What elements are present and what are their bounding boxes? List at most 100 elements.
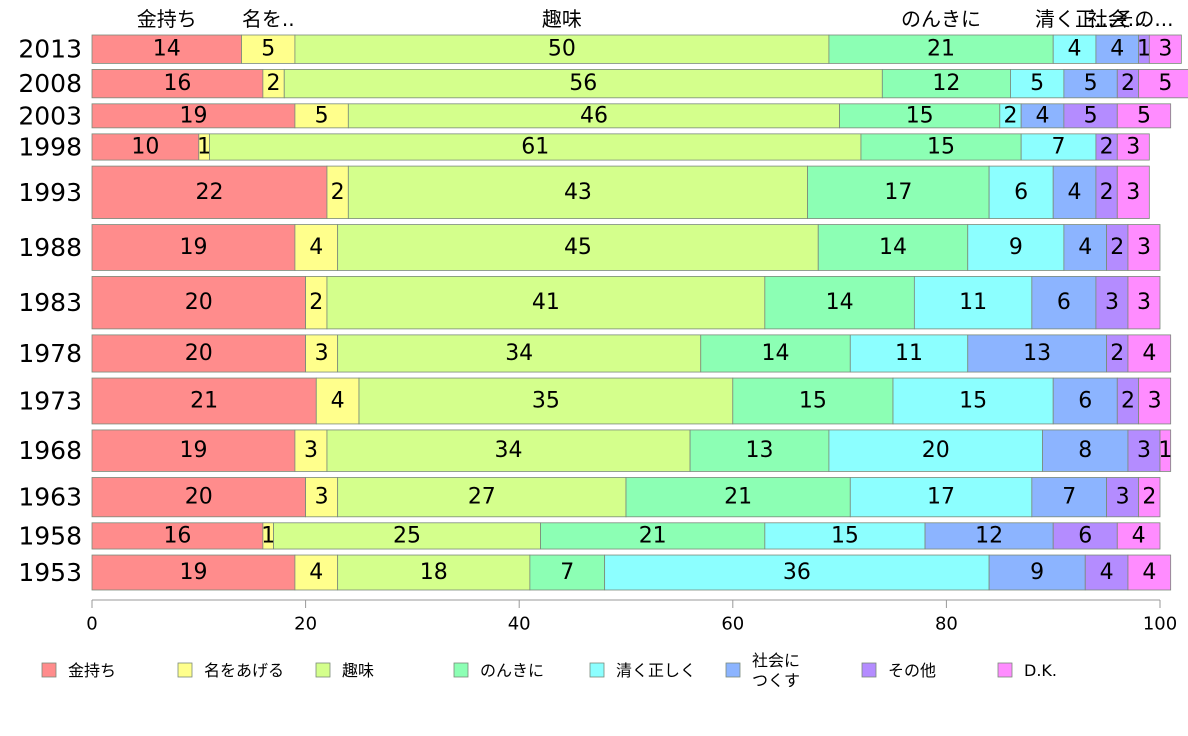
data-label: 14 xyxy=(826,290,854,315)
data-label: 15 xyxy=(831,523,859,548)
bar-segment-1958-社会につくす xyxy=(924,522,1054,550)
year-label: 1953 xyxy=(18,558,82,587)
bar-segment-1973-社会につくす xyxy=(1052,377,1118,425)
year-label: 2013 xyxy=(18,35,82,64)
top-category-label: のんきに xyxy=(901,7,981,31)
bar-segment-1963-趣味 xyxy=(337,477,627,518)
year-label: 1963 xyxy=(18,483,82,512)
x-tick-label: 100 xyxy=(1143,614,1177,635)
data-label: 21 xyxy=(724,485,752,510)
bar-segment-1968-名をあげる xyxy=(294,429,328,472)
bar-segment-1993-趣味 xyxy=(347,165,808,219)
data-label: 3 xyxy=(1105,290,1119,315)
data-label: 2 xyxy=(267,71,281,96)
data-label: 4 xyxy=(331,388,345,413)
bar-segment-1983-金持ち xyxy=(91,276,307,330)
bar-segment-1998-金持ち xyxy=(91,133,200,161)
data-label: 4 xyxy=(1068,180,1082,205)
bar-segment-1973-名をあげる xyxy=(315,377,360,425)
bar-segment-1978-金持ち xyxy=(91,334,307,373)
legend-swatch xyxy=(589,662,605,678)
bar-segment-1978-清く正しく xyxy=(849,334,969,373)
data-label: 2 xyxy=(1121,71,1135,96)
bar-segment-2008-趣味 xyxy=(283,69,883,99)
legend-swatch xyxy=(177,662,193,678)
data-label: 15 xyxy=(799,388,827,413)
bar-segment-2013-社会につくす xyxy=(1095,34,1140,64)
legend-item-社会につくす: 社会につくす xyxy=(725,651,800,690)
data-label: 3 xyxy=(1126,180,1140,205)
bar-row-1983: 20 2 41 14 11 6 3 3 xyxy=(91,276,1161,330)
data-label: 34 xyxy=(495,438,523,463)
bar-segment-1988-趣味 xyxy=(337,224,819,271)
bar-segment-1968-社会につくす xyxy=(1042,429,1129,472)
bar-segment-1973-金持ち xyxy=(91,377,317,425)
bar-segment-1993-社会につくす xyxy=(1052,165,1097,219)
bar-segment-1958-のんきに xyxy=(540,522,766,550)
bar-row-1968: 19 3 34 13 20 8 3 1 xyxy=(91,429,1172,472)
data-label: 2 xyxy=(1003,103,1017,128)
legend-label: 名をあげる xyxy=(204,661,284,680)
bar-segment-1973-のんきに xyxy=(732,377,894,425)
data-label: 5 xyxy=(1084,71,1098,96)
bar-segment-2008-のんきに xyxy=(881,69,1011,99)
data-label: 13 xyxy=(746,438,774,463)
data-label: 19 xyxy=(179,438,207,463)
bar-segment-2003-のんきに xyxy=(839,103,1001,129)
bar-segment-1953-のんきに xyxy=(529,554,606,591)
data-label: 34 xyxy=(505,341,533,366)
data-label: 5 xyxy=(1158,71,1172,96)
data-label: 3 xyxy=(304,438,318,463)
data-label: 18 xyxy=(420,560,448,585)
data-label: 11 xyxy=(959,290,987,315)
bar-segment-1983-趣味 xyxy=(326,276,766,330)
bar-segment-2013-金持ち xyxy=(91,34,242,64)
bar-segment-1963-名をあげる xyxy=(305,477,339,518)
x-tick-label: 40 xyxy=(508,614,531,635)
bar-segment-2003-D.K. xyxy=(1116,103,1172,129)
data-label: 4 xyxy=(1068,37,1082,62)
bar-segment-1998-清く正しく xyxy=(1020,133,1097,161)
bar-segment-1993-D.K. xyxy=(1116,165,1150,219)
data-label: 6 xyxy=(1078,388,1092,413)
data-label: 4 xyxy=(309,235,323,260)
legend-item-金持ち: 金持ち xyxy=(41,661,116,680)
legend-item-その他: その他 xyxy=(861,661,936,680)
legend-swatch xyxy=(997,662,1013,678)
data-label: 4 xyxy=(1142,560,1156,585)
data-label: 2 xyxy=(331,180,345,205)
data-label: 21 xyxy=(927,37,955,62)
data-label: 5 xyxy=(1084,103,1098,128)
data-label: 6 xyxy=(1057,290,1071,315)
data-label: 15 xyxy=(927,134,955,159)
data-label: 12 xyxy=(975,523,1003,548)
x-tick-label: 20 xyxy=(294,614,317,635)
data-label: 11 xyxy=(895,341,923,366)
top-category-labels: 金持ち 名を.. 趣味 のんきに 清く正...社会...その... xyxy=(137,7,1174,31)
bar-segment-1953-その他 xyxy=(1084,554,1129,591)
bar-segment-1958-D.K. xyxy=(1116,522,1161,550)
bar-segment-1993-清く正しく xyxy=(988,165,1054,219)
year-label: 1968 xyxy=(18,436,82,465)
bar-segment-2008-社会につくす xyxy=(1063,69,1118,99)
bar-segment-1993-のんきに xyxy=(807,165,990,219)
data-label: 35 xyxy=(532,388,560,413)
data-label: 17 xyxy=(927,485,955,510)
bar-segment-1953-金持ち xyxy=(91,554,296,591)
top-category-label: 社会... xyxy=(1088,7,1147,31)
bars: 14 5 50 21 4 4 1 316 2 56 12 5 5 2 519 5 46 15 2 4 5 510 1 61 15… xyxy=(91,34,1188,591)
legend-item-のんきに: のんきに xyxy=(453,661,544,680)
legend-label: その他 xyxy=(888,661,936,680)
top-category-label: その... xyxy=(1114,7,1173,31)
data-label: 15 xyxy=(959,388,987,413)
data-label: 14 xyxy=(153,37,181,62)
legend-item-趣味: 趣味 xyxy=(315,661,374,680)
bar-segment-2013-清く正しく xyxy=(1052,34,1097,64)
bar-segment-1958-金持ち xyxy=(91,522,264,550)
bar-segment-1988-金持ち xyxy=(91,224,296,271)
data-label: 20 xyxy=(185,485,213,510)
top-category-label: 清く正... xyxy=(1035,7,1114,31)
data-label: 19 xyxy=(179,560,207,585)
data-label: 7 xyxy=(1052,134,1066,159)
data-label: 3 xyxy=(1116,485,1130,510)
